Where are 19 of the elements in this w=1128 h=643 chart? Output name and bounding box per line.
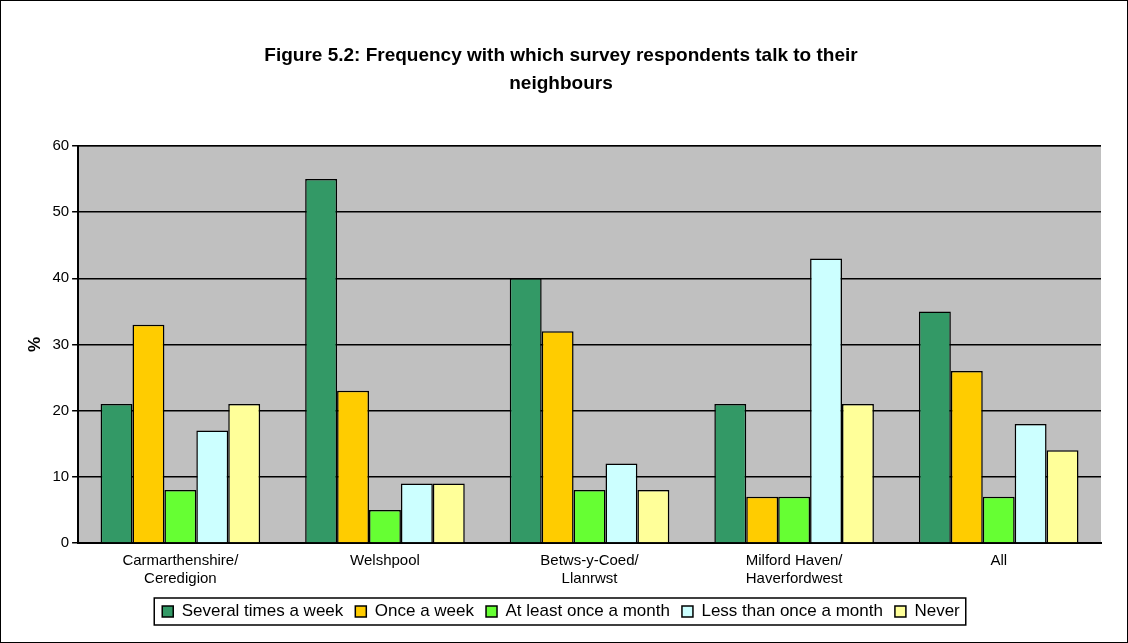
- legend-label: Several times a week: [181, 601, 344, 621]
- y-tick-label: 10: [52, 466, 70, 484]
- y-tick-label: 30: [52, 334, 70, 352]
- y-tick-label: 50: [52, 202, 70, 220]
- legend-label: Less than once a month: [701, 601, 883, 621]
- y-axis-title: %: [24, 336, 44, 353]
- chart-title: Figure 5.2: Frequency with which survey respondents talk to their neighbours: [263, 43, 859, 95]
- x-tick-label: Milford Haven/ Haverfordwest: [745, 551, 844, 587]
- y-tick-label: 0: [60, 533, 70, 551]
- x-tick-label: All: [990, 551, 1008, 569]
- legend-label: Once a week: [374, 601, 475, 621]
- x-tick-label: Carmarthenshire/ Ceredigion: [122, 551, 240, 587]
- legend-label: Never: [914, 601, 961, 621]
- legend-label: At least once a month: [505, 601, 670, 621]
- y-tick-label: 40: [52, 268, 70, 286]
- x-tick-label: Welshpool: [350, 551, 420, 569]
- y-tick-label: 60: [52, 136, 70, 154]
- y-tick-label: 20: [52, 400, 70, 418]
- x-tick-label: Betws-y-Coed/ Llanrwst: [540, 551, 640, 587]
